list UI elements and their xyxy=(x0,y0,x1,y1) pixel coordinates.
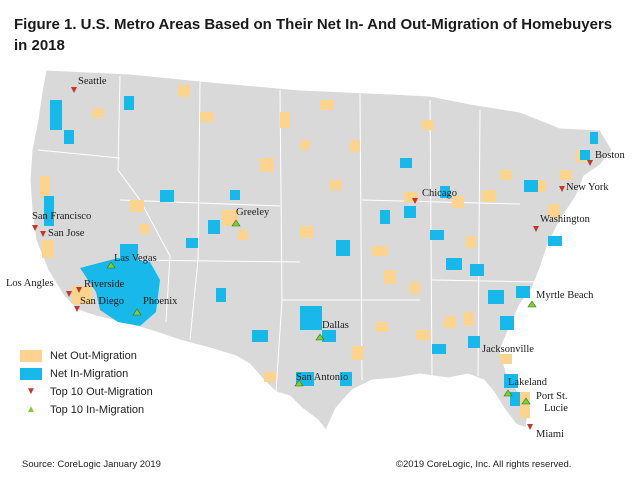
label-port-st-lucie-line1: Port St. xyxy=(536,391,568,402)
label-miami: Miami xyxy=(536,429,564,440)
out-migration-areas xyxy=(40,85,586,418)
port-st-lucie-marker xyxy=(521,397,531,405)
out-migration-swatch xyxy=(20,350,42,362)
label-las-vegas: Las Vegas xyxy=(114,253,157,264)
source-note: Source: CoreLogic January 2019 xyxy=(22,459,161,470)
copyright-note: ©2019 CoreLogic, Inc. All rights reserve… xyxy=(396,459,572,470)
label-new-york: New York xyxy=(566,182,609,193)
legend: Net Out-Migration Net In-Migration ▼ Top… xyxy=(20,347,153,419)
label-lakeland: Lakeland xyxy=(508,377,548,388)
san-antonio-marker xyxy=(294,379,304,387)
boston-marker xyxy=(587,160,593,166)
new-york-marker xyxy=(559,186,565,192)
down-triangle-icon: ▼ xyxy=(26,386,36,397)
san-francisco-marker xyxy=(32,225,38,231)
label-jacksonville: Jacksonville xyxy=(482,344,534,355)
legend-in-label: Net In-Migration xyxy=(50,368,129,380)
label-chicago: Chicago xyxy=(422,188,457,199)
phoenix-marker xyxy=(132,308,142,316)
myrtle-beach-marker xyxy=(527,300,537,308)
up-triangle-icon: ▲ xyxy=(26,404,36,415)
label-san-jose: San Jose xyxy=(48,228,85,239)
label-san-antonio: San Antonio xyxy=(296,372,348,383)
dallas-marker xyxy=(315,333,325,341)
miami-marker xyxy=(527,424,533,430)
label-washington: Washington xyxy=(540,214,591,225)
greeley-marker xyxy=(231,219,241,227)
seattle-marker xyxy=(71,87,77,93)
label-riverside: Riverside xyxy=(84,279,125,290)
label-los-angeles: Los Angles xyxy=(6,278,54,289)
san-jose-marker xyxy=(40,231,46,237)
chicago-marker xyxy=(412,198,418,204)
label-phoenix: Phoenix xyxy=(143,296,178,307)
label-myrtle-beach: Myrtle Beach xyxy=(536,290,594,301)
label-san-diego: San Diego xyxy=(80,296,124,307)
us-land xyxy=(29,69,613,431)
label-dallas: Dallas xyxy=(322,320,349,331)
washington-marker xyxy=(533,226,539,232)
legend-top-out-label: Top 10 Out-Migration xyxy=(50,386,153,398)
label-port-st-lucie-line2: Lucie xyxy=(544,403,568,414)
riverside-marker xyxy=(76,287,82,293)
legend-top-in-label: Top 10 In-Migration xyxy=(50,404,145,416)
figure-title: Figure 1. U.S. Metro Areas Based on Thei… xyxy=(14,16,613,54)
city-labels: Seattle San Francisco San Jose Las Vegas… xyxy=(6,76,626,440)
label-boston: Boston xyxy=(595,150,626,161)
legend-out-label: Net Out-Migration xyxy=(50,350,137,362)
label-seattle: Seattle xyxy=(78,76,107,87)
legend-out-migration: Net Out-Migration xyxy=(20,347,153,365)
los-angeles-marker xyxy=(66,291,72,297)
label-san-francisco: San Francisco xyxy=(32,211,91,222)
legend-top-in: ▲ Top 10 In-Migration xyxy=(20,401,153,419)
lakeland-marker xyxy=(503,389,513,397)
las-vegas-marker xyxy=(106,261,116,269)
legend-top-out: ▼ Top 10 Out-Migration xyxy=(20,383,153,401)
in-migration-swatch xyxy=(20,368,42,380)
label-greeley: Greeley xyxy=(236,207,270,218)
san-diego-marker xyxy=(74,306,80,312)
in-migration-areas xyxy=(44,96,598,406)
legend-in-migration: Net In-Migration xyxy=(20,365,153,383)
top-in-markers xyxy=(106,219,537,405)
top-out-markers xyxy=(32,87,593,430)
